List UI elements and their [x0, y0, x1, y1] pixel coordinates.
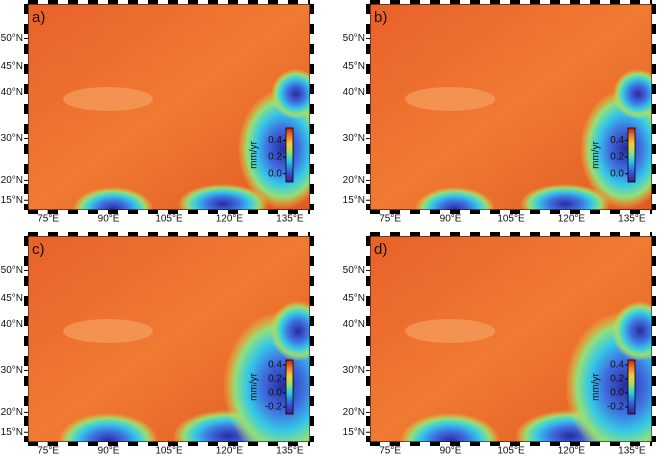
lat-tick-label: 15°N	[1, 427, 23, 438]
lon-tick-label: 75°E	[379, 214, 401, 225]
panel-label: c)	[32, 241, 45, 258]
lon-tick-label: 105°E	[497, 214, 525, 225]
sea	[58, 413, 158, 442]
colorbar-tick-label: 0.2	[610, 152, 624, 163]
lat-tick-label: 45°N	[1, 61, 23, 72]
lat-tick-label: 50°N	[1, 265, 23, 276]
lat-tick-label: 20°N	[343, 175, 365, 186]
basin	[405, 87, 495, 111]
colorbar-tick-label: 0.4	[268, 135, 282, 146]
sea	[612, 301, 652, 361]
lat-tick-label: 30°N	[1, 365, 23, 376]
lat-tick-label: 20°N	[1, 175, 23, 186]
lon-tick-label: 135°E	[276, 446, 304, 456]
basin	[63, 87, 153, 111]
lat-tick-label: 50°N	[1, 33, 23, 44]
colorbar-tick-label: 0.2	[268, 374, 282, 385]
colorbar-tick-label: 0.0	[610, 168, 624, 179]
lon-tick-label: 120°E	[558, 446, 586, 456]
map-panel: a) 50°N 45°N 40°N 30°N 20°N 15°N 75°E 90°E 105°E 1…	[1, 0, 314, 225]
panel-label: a)	[32, 9, 45, 26]
sea	[415, 187, 495, 210]
colorbar-tick-label: 0.0	[268, 168, 282, 179]
sea	[613, 69, 652, 119]
lon-tick-label: 105°E	[155, 214, 183, 225]
lat-tick-label: 45°N	[1, 293, 23, 304]
panel-label: d)	[374, 241, 387, 258]
map-panel: b) 50°N 45°N 40°N 30°N 20°N 15°N 75°E 90°E 105°E 1…	[343, 0, 656, 225]
lat-tick-label: 15°N	[1, 195, 23, 206]
panel-label: b)	[374, 9, 387, 26]
sea	[270, 301, 310, 361]
lon-tick-label: 135°E	[276, 214, 304, 225]
lon-tick-label: 135°E	[618, 214, 646, 225]
lat-tick-label: 20°N	[343, 407, 365, 418]
colorbar-label: mm/yr	[249, 372, 260, 400]
colorbar	[285, 127, 294, 183]
lat-tick-label: 15°N	[343, 195, 365, 206]
map-area	[28, 4, 310, 210]
lat-tick-label: 15°N	[343, 427, 365, 438]
lon-tick-label: 90°E	[98, 214, 120, 225]
colorbar-tick-label: -0.2	[607, 402, 625, 413]
colorbar	[285, 359, 294, 415]
lon-tick-label: 105°E	[155, 446, 183, 456]
sea	[73, 187, 153, 210]
lat-tick-label: 30°N	[343, 365, 365, 376]
lon-tick-label: 105°E	[497, 446, 525, 456]
colorbar-tick-label: 0.0	[268, 388, 282, 399]
colorbar-tick-label: 0.4	[610, 360, 624, 371]
map-area	[370, 236, 652, 442]
sea	[271, 69, 310, 119]
lon-tick-label: 75°E	[37, 214, 59, 225]
lat-tick-label: 40°N	[1, 87, 23, 98]
colorbar-label: mm/yr	[591, 140, 602, 168]
colorbar-label: mm/yr	[249, 140, 260, 168]
lon-tick-label: 75°E	[379, 446, 401, 456]
lat-tick-label: 30°N	[343, 133, 365, 144]
lon-tick-label: 120°E	[558, 214, 586, 225]
colorbar-tick-label: 0.4	[268, 360, 282, 371]
lon-tick-label: 75°E	[37, 446, 59, 456]
sea	[400, 413, 500, 442]
lat-tick-label: 45°N	[343, 293, 365, 304]
lon-tick-label: 120°E	[216, 214, 244, 225]
basin	[405, 319, 495, 343]
colorbar-tick-label: -0.2	[265, 402, 283, 413]
colorbar-tick-label: 0.0	[610, 388, 624, 399]
lat-tick-label: 50°N	[343, 33, 365, 44]
colorbar-tick-label: 0.2	[268, 152, 282, 163]
map-area	[28, 236, 310, 442]
map-area	[370, 4, 652, 210]
sea	[520, 184, 610, 210]
lon-tick-label: 135°E	[618, 446, 646, 456]
map-panel: c) 50°N 45°N 40°N 30°N 20°N 15°N 75°E 90°E 105°E 1…	[1, 232, 314, 456]
lon-tick-label: 120°E	[216, 446, 244, 456]
lon-tick-label: 90°E	[440, 446, 462, 456]
lat-tick-label: 20°N	[1, 407, 23, 418]
basin	[63, 319, 153, 343]
lat-tick-label: 30°N	[1, 133, 23, 144]
colorbar-tick-label: 0.2	[610, 374, 624, 385]
lat-tick-label: 40°N	[343, 319, 365, 330]
sea	[178, 184, 268, 210]
lon-tick-label: 90°E	[98, 446, 120, 456]
lon-tick-label: 90°E	[440, 214, 462, 225]
colorbar	[627, 127, 636, 183]
colorbar-label: mm/yr	[591, 372, 602, 400]
colorbar	[627, 359, 636, 415]
lat-tick-label: 45°N	[343, 61, 365, 72]
lat-tick-label: 40°N	[343, 87, 365, 98]
lat-tick-label: 50°N	[343, 265, 365, 276]
lat-tick-label: 40°N	[1, 319, 23, 330]
map-panel: d) 50°N 45°N 40°N 30°N 20°N 15°N 75°E 90°E 105°E 1…	[343, 232, 656, 456]
colorbar-tick-label: 0.4	[610, 135, 624, 146]
